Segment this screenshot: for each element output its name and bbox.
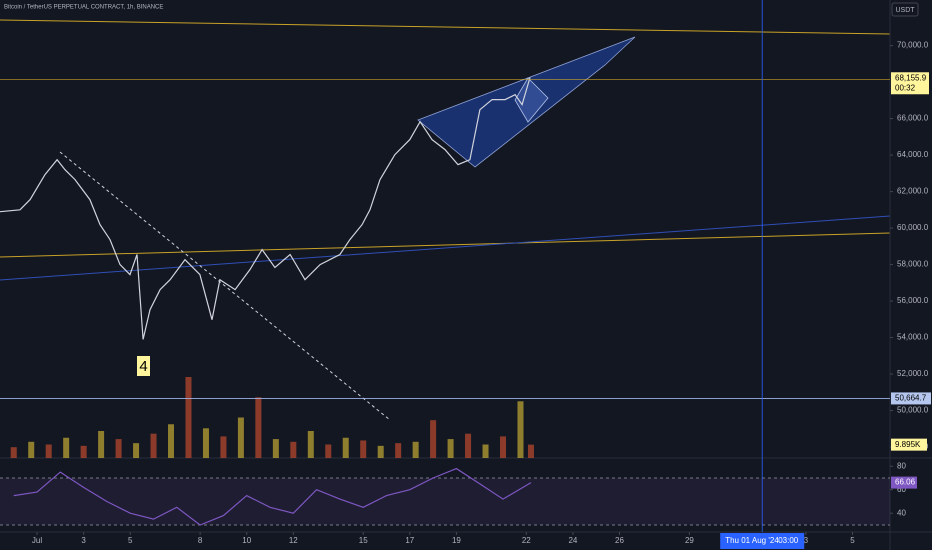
- countdown: 00:32: [895, 83, 916, 92]
- crosshair-date: Thu 01 Aug '24: [725, 536, 779, 545]
- y-tick-label: 60: [897, 485, 906, 494]
- volume-bar: [517, 401, 524, 458]
- x-tick-label: 10: [242, 536, 251, 545]
- x-tick-label: 8: [198, 536, 203, 545]
- volume-bar: [98, 431, 105, 458]
- current-price-box: [891, 72, 929, 95]
- y-tick-label: 40: [897, 508, 906, 517]
- volume-bar: [115, 439, 122, 458]
- y-tick-label: 56,000.0: [897, 296, 929, 305]
- volume-bar: [28, 441, 35, 458]
- x-tick-label: 26: [615, 536, 624, 545]
- x-tick-label: 24: [568, 536, 577, 545]
- x-tick-label: 5: [850, 536, 855, 545]
- volume-bar: [10, 447, 17, 458]
- x-tick-label: 5: [128, 536, 133, 545]
- volume-bar: [395, 443, 402, 458]
- y-tick-label: 52,000.0: [897, 369, 929, 378]
- volume-bar: [150, 433, 157, 458]
- crosshair-box: [891, 392, 931, 405]
- y-tick-label: 70,000.0: [897, 41, 929, 50]
- x-tick-label: 15: [359, 536, 368, 545]
- volume-bar: [377, 445, 384, 458]
- volume-bar: [447, 439, 454, 458]
- volume-bar: [133, 443, 140, 458]
- wedge: [417, 36, 636, 168]
- volume-bar: [430, 420, 437, 458]
- x-tick-label: 22: [522, 536, 531, 545]
- x-tick-label: 19: [452, 536, 461, 545]
- volume-bar: [45, 444, 52, 458]
- volume-current-box: [891, 438, 927, 451]
- volume-bar: [202, 428, 209, 458]
- trend-line: [0, 19, 891, 35]
- volume-bar: [325, 444, 332, 458]
- volume-bar: [63, 437, 70, 458]
- volume-bar: [220, 436, 227, 458]
- y-tick-label: 62,000.0: [897, 187, 929, 196]
- y-tick-label: 58,000.0: [897, 260, 929, 269]
- pattern: [514, 77, 549, 123]
- price-line: [0, 77, 531, 340]
- volume-bar: [290, 441, 297, 458]
- y-tick-label: 54,000.0: [897, 333, 929, 342]
- currency: USDT: [895, 7, 915, 14]
- volume-bar: [168, 424, 175, 458]
- rsi-current-box: [891, 476, 917, 489]
- trend-line: [0, 215, 891, 281]
- annotation: 4: [139, 358, 147, 375]
- volume-bar: [412, 441, 419, 458]
- y-tick-label: 64,000.0: [897, 150, 929, 159]
- volume-bar: [527, 444, 534, 458]
- x-tick-label: Jul: [32, 536, 42, 545]
- volume-bar: [482, 444, 489, 458]
- trend-line: [0, 232, 891, 258]
- volume-bar: [185, 377, 192, 458]
- crosshair-time: 03:00: [778, 536, 799, 545]
- currency-box: [891, 2, 919, 17]
- x-tick-label: 3: [81, 536, 86, 545]
- crosshair-x-box: [720, 533, 805, 549]
- current-price: 68,155.9: [895, 73, 927, 82]
- chart-title: Bitcoin / TetherUS PERPETUAL CONTRACT, 1…: [4, 5, 163, 11]
- volume-bar: [255, 397, 262, 458]
- annotation-box: [137, 356, 150, 376]
- volume-bar: [307, 431, 314, 458]
- y-tick-label: 80: [897, 461, 906, 470]
- volume-current: 9.895K: [895, 440, 921, 449]
- x-tick-label: 12: [289, 536, 298, 545]
- rsi-line: [13, 467, 532, 526]
- volume-bar: [80, 445, 87, 458]
- x-tick-label: 3: [804, 536, 809, 545]
- x-tick-label: 17: [405, 536, 414, 545]
- volume-bar: [465, 433, 472, 458]
- y-tick-label: 50,000.0: [897, 406, 929, 415]
- volume-bar: [342, 437, 349, 458]
- rsi-band: [0, 477, 890, 525]
- trend-line: [59, 151, 391, 421]
- y-tick-label: 66,000.0: [897, 114, 929, 123]
- volume-bar: [360, 440, 367, 458]
- volume-bar: [272, 439, 279, 458]
- volume-bar: [500, 436, 507, 458]
- y-tick-label: 60,000.0: [897, 223, 929, 232]
- x-tick-label: 29: [685, 536, 694, 545]
- volume-bar: [237, 417, 244, 458]
- rsi-current: 66.06: [895, 478, 916, 487]
- crosshair-price: 50,664.7: [895, 394, 927, 403]
